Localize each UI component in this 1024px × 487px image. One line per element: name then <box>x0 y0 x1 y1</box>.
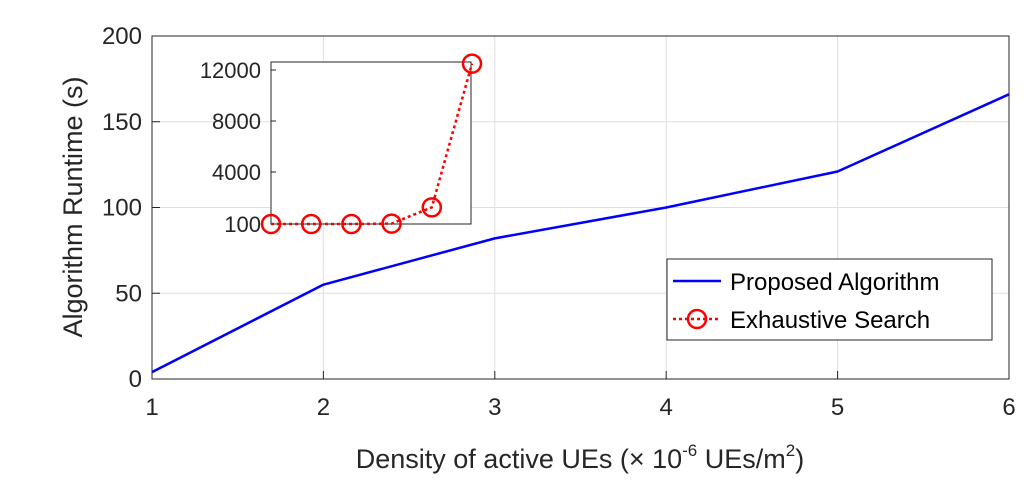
legend-label-exhaustive: Exhaustive Search <box>730 307 930 334</box>
x-tick-label: 4 <box>660 394 673 421</box>
x-axis-title-superscript-2: 2 <box>786 441 795 460</box>
x-axis-title-end: ) <box>795 444 804 474</box>
series-line-exhaustive-search <box>271 63 474 226</box>
inset-y-tick-label: 4000 <box>212 160 261 185</box>
y-tick-label: 0 <box>129 366 142 393</box>
main-series <box>151 93 1010 374</box>
series-line-proposed-algorithm <box>151 93 1010 374</box>
series-marker-exhaustive-search <box>381 213 402 234</box>
x-tick-label: 2 <box>317 394 330 421</box>
x-axis-title-middle: UEs/m <box>697 444 786 474</box>
x-tick-label: 5 <box>831 394 844 421</box>
x-tick-label: 1 <box>145 394 158 421</box>
series-marker-exhaustive-search <box>421 197 443 218</box>
series-marker-exhaustive-search <box>341 213 362 235</box>
inset-background <box>271 62 471 224</box>
x-tick-label: 3 <box>488 394 501 421</box>
y-tick-label: 150 <box>102 109 142 136</box>
inset-y-tick-label: 8000 <box>212 109 261 134</box>
series-marker-exhaustive-search <box>260 213 282 235</box>
main-ticks: 1 2 3 4 5 6 0 50 100 150 200 <box>102 23 1016 421</box>
y-tick-label: 100 <box>102 195 142 222</box>
series-marker-exhaustive-search <box>461 53 483 74</box>
x-axis-title: Density of active UEs (× 10-6 UEs/m2) <box>356 441 805 474</box>
legend-label-proposed: Proposed Algorithm <box>730 269 939 296</box>
x-tick-label: 6 <box>1002 394 1015 421</box>
inset-series <box>260 53 483 235</box>
inset-chart: 100 4000 8000 12000 <box>200 53 483 237</box>
legend-box <box>666 258 993 341</box>
legend: Proposed Algorithm Exhaustive Search <box>666 258 993 341</box>
inset-y-tick-label: 100 <box>224 212 261 237</box>
series-marker-exhaustive-search <box>300 213 322 235</box>
y-axis-title: Algorithm Runtime (s) <box>58 76 88 337</box>
y-tick-label: 200 <box>102 23 142 50</box>
legend-marker-exhaustive <box>686 308 708 330</box>
inset-y-tick-label: 12000 <box>200 58 261 83</box>
inset-ticks: 100 4000 8000 12000 <box>200 58 276 237</box>
y-tick-label: 50 <box>115 280 142 307</box>
inset-axes-box <box>270 61 472 225</box>
x-axis-title-superscript-1: -6 <box>682 441 697 460</box>
